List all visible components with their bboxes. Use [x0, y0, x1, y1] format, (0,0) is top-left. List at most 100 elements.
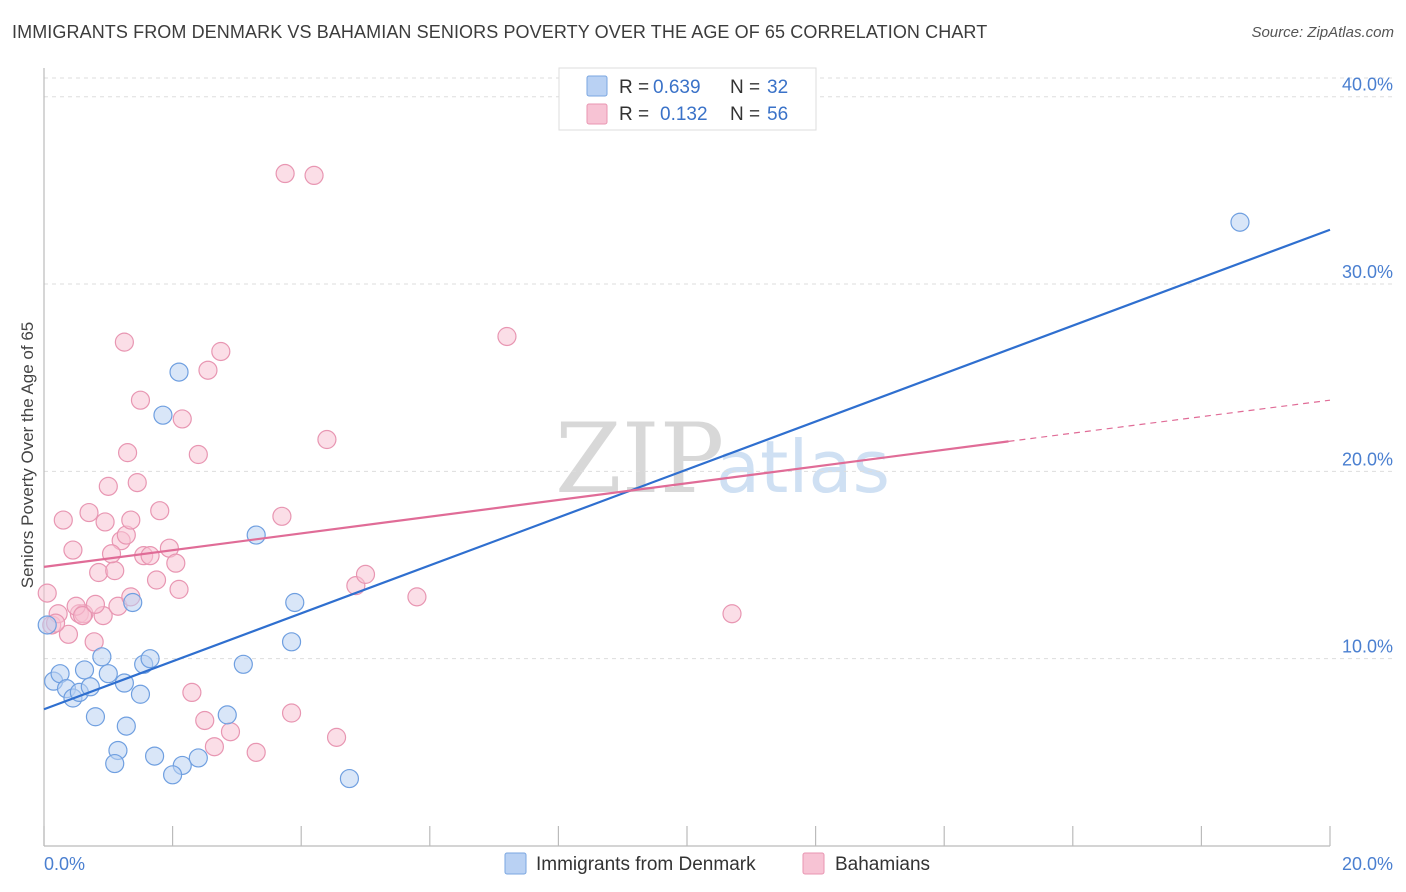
bahamians-point-32: [198, 360, 218, 380]
denmark-point-30: [1230, 212, 1250, 232]
bottom-legend-pink-swatch: [802, 852, 825, 875]
bahamians-point-26: [166, 553, 186, 573]
bahamians-point-44: [355, 564, 376, 584]
bottom-legend-blue-swatch: [504, 852, 527, 875]
bahamians-point-13: [98, 476, 118, 496]
bahamians-point-29: [182, 682, 202, 703]
bottom-legend-blue-label: Immigrants from Denmark: [536, 854, 756, 875]
bahamians-point-47: [722, 604, 742, 624]
legend-pink-r-label: R =: [619, 104, 649, 125]
bahamians-trend-line: [43, 440, 1009, 568]
legend-blue-r-label: R =: [619, 77, 649, 98]
bahamians-point-14: [105, 561, 125, 581]
denmark-point-10: [98, 664, 118, 684]
bahamians-point-37: [272, 506, 292, 526]
bahamians-point-31: [195, 710, 215, 731]
bahamians-point-8: [79, 502, 99, 523]
bahamians-point-34: [211, 341, 231, 362]
denmark-point-13: [123, 592, 143, 613]
y-tick-label-40: 40.0%: [1342, 75, 1393, 95]
bahamians-point-39: [281, 703, 302, 723]
denmark-point-26: [217, 705, 237, 725]
bahamians-point-30: [188, 444, 208, 465]
gridlines: [44, 77, 1393, 660]
bottom-legend-pink-label: Bahamians: [835, 854, 930, 875]
bahamians-point-45: [407, 587, 427, 607]
bahamians-point-35: [220, 722, 241, 742]
legend-pink-n-label: N =: [730, 104, 760, 125]
bahamians-point-54: [85, 594, 106, 614]
bahamians-point-3: [53, 510, 73, 530]
bahamians-point-12: [95, 512, 115, 532]
bahamians-point-24: [150, 501, 170, 521]
bahamians-trend-extension: [1008, 399, 1331, 442]
x-ticks: [43, 826, 1331, 846]
denmark-point-21: [130, 684, 151, 704]
denmark-trend-line: [43, 228, 1331, 711]
denmark-point-0: [37, 615, 57, 635]
correlation-legend: R = 0.639 N = 32 R = 0.132 N = 56: [558, 67, 817, 131]
legend-pink-swatch: [586, 103, 608, 125]
denmark-point-6: [74, 660, 95, 680]
legend-pink-r-value: 0.132: [660, 104, 708, 125]
bahamians-point-53: [72, 605, 93, 626]
bahamians-points: [37, 163, 742, 762]
denmark-point-27: [233, 654, 253, 674]
y-tick-label-10: 10.0%: [1342, 637, 1393, 657]
bahamians-point-0: [37, 583, 57, 603]
denmark-point-23: [144, 746, 165, 766]
bahamians-point-27: [169, 579, 189, 599]
legend-blue-n-value: 32: [767, 77, 788, 98]
denmark-point-29: [339, 768, 360, 789]
bahamians-point-33: [204, 737, 224, 757]
bahamians-point-55: [101, 544, 122, 564]
bahamians-point-48: [114, 332, 134, 352]
denmark-point-28: [281, 632, 302, 652]
bahamians-point-38: [275, 163, 295, 184]
bahamians-point-42: [326, 727, 347, 747]
denmark-point-18: [285, 592, 305, 613]
denmark-point-9: [92, 647, 112, 667]
bahamians-point-41: [317, 429, 337, 450]
bahamians-point-36: [246, 742, 266, 762]
denmark-point-22: [105, 753, 125, 774]
bahamians-point-10: [89, 562, 109, 583]
bahamians-point-5: [63, 540, 83, 560]
denmark-point-12: [116, 716, 136, 736]
denmark-point-31: [163, 765, 183, 785]
denmark-point-15: [153, 405, 173, 425]
bahamians-point-9: [84, 632, 104, 652]
y-tick-labels: 10.0% 20.0% 30.0% 40.0%: [1342, 75, 1393, 657]
bahamians-point-4: [58, 624, 79, 644]
bahamians-point-22: [140, 546, 160, 566]
bahamians-point-40: [304, 165, 324, 186]
denmark-point-25: [188, 748, 208, 768]
bahamians-point-46: [497, 326, 517, 347]
source-label: Source: ZipAtlas.com: [1251, 24, 1394, 41]
y-tick-label-30: 30.0%: [1342, 262, 1393, 282]
chart-title: IMMIGRANTS FROM DENMARK VS BAHAMIAN SENI…: [12, 22, 988, 42]
bahamians-point-20: [130, 390, 151, 410]
series-legend: Immigrants from Denmark Bahamians: [504, 852, 930, 875]
legend-blue-swatch: [586, 75, 608, 97]
bahamians-point-49: [117, 443, 138, 463]
legend-blue-n-label: N =: [730, 77, 760, 98]
bahamians-point-18: [121, 510, 141, 530]
y-tick-label-20: 20.0%: [1342, 449, 1393, 469]
legend-pink-n-value: 56: [767, 104, 788, 125]
denmark-point-17: [246, 525, 266, 545]
x-tick-label-max: 20.0%: [1342, 854, 1393, 874]
denmark-points: [37, 212, 1250, 789]
y-axis-label: Seniors Poverty Over the Age of 65: [18, 322, 37, 588]
bahamians-point-28: [172, 409, 192, 429]
trend-lines: [43, 228, 1331, 711]
denmark-point-8: [85, 707, 106, 727]
watermark-atlas: atlas: [716, 425, 890, 509]
denmark-point-16: [169, 362, 189, 382]
bahamians-point-23: [146, 570, 167, 590]
bahamians-point-19: [127, 473, 147, 493]
denmark-point-19: [140, 649, 160, 669]
legend-blue-r-value: 0.639: [653, 77, 701, 98]
x-tick-label-min: 0.0%: [44, 854, 85, 874]
